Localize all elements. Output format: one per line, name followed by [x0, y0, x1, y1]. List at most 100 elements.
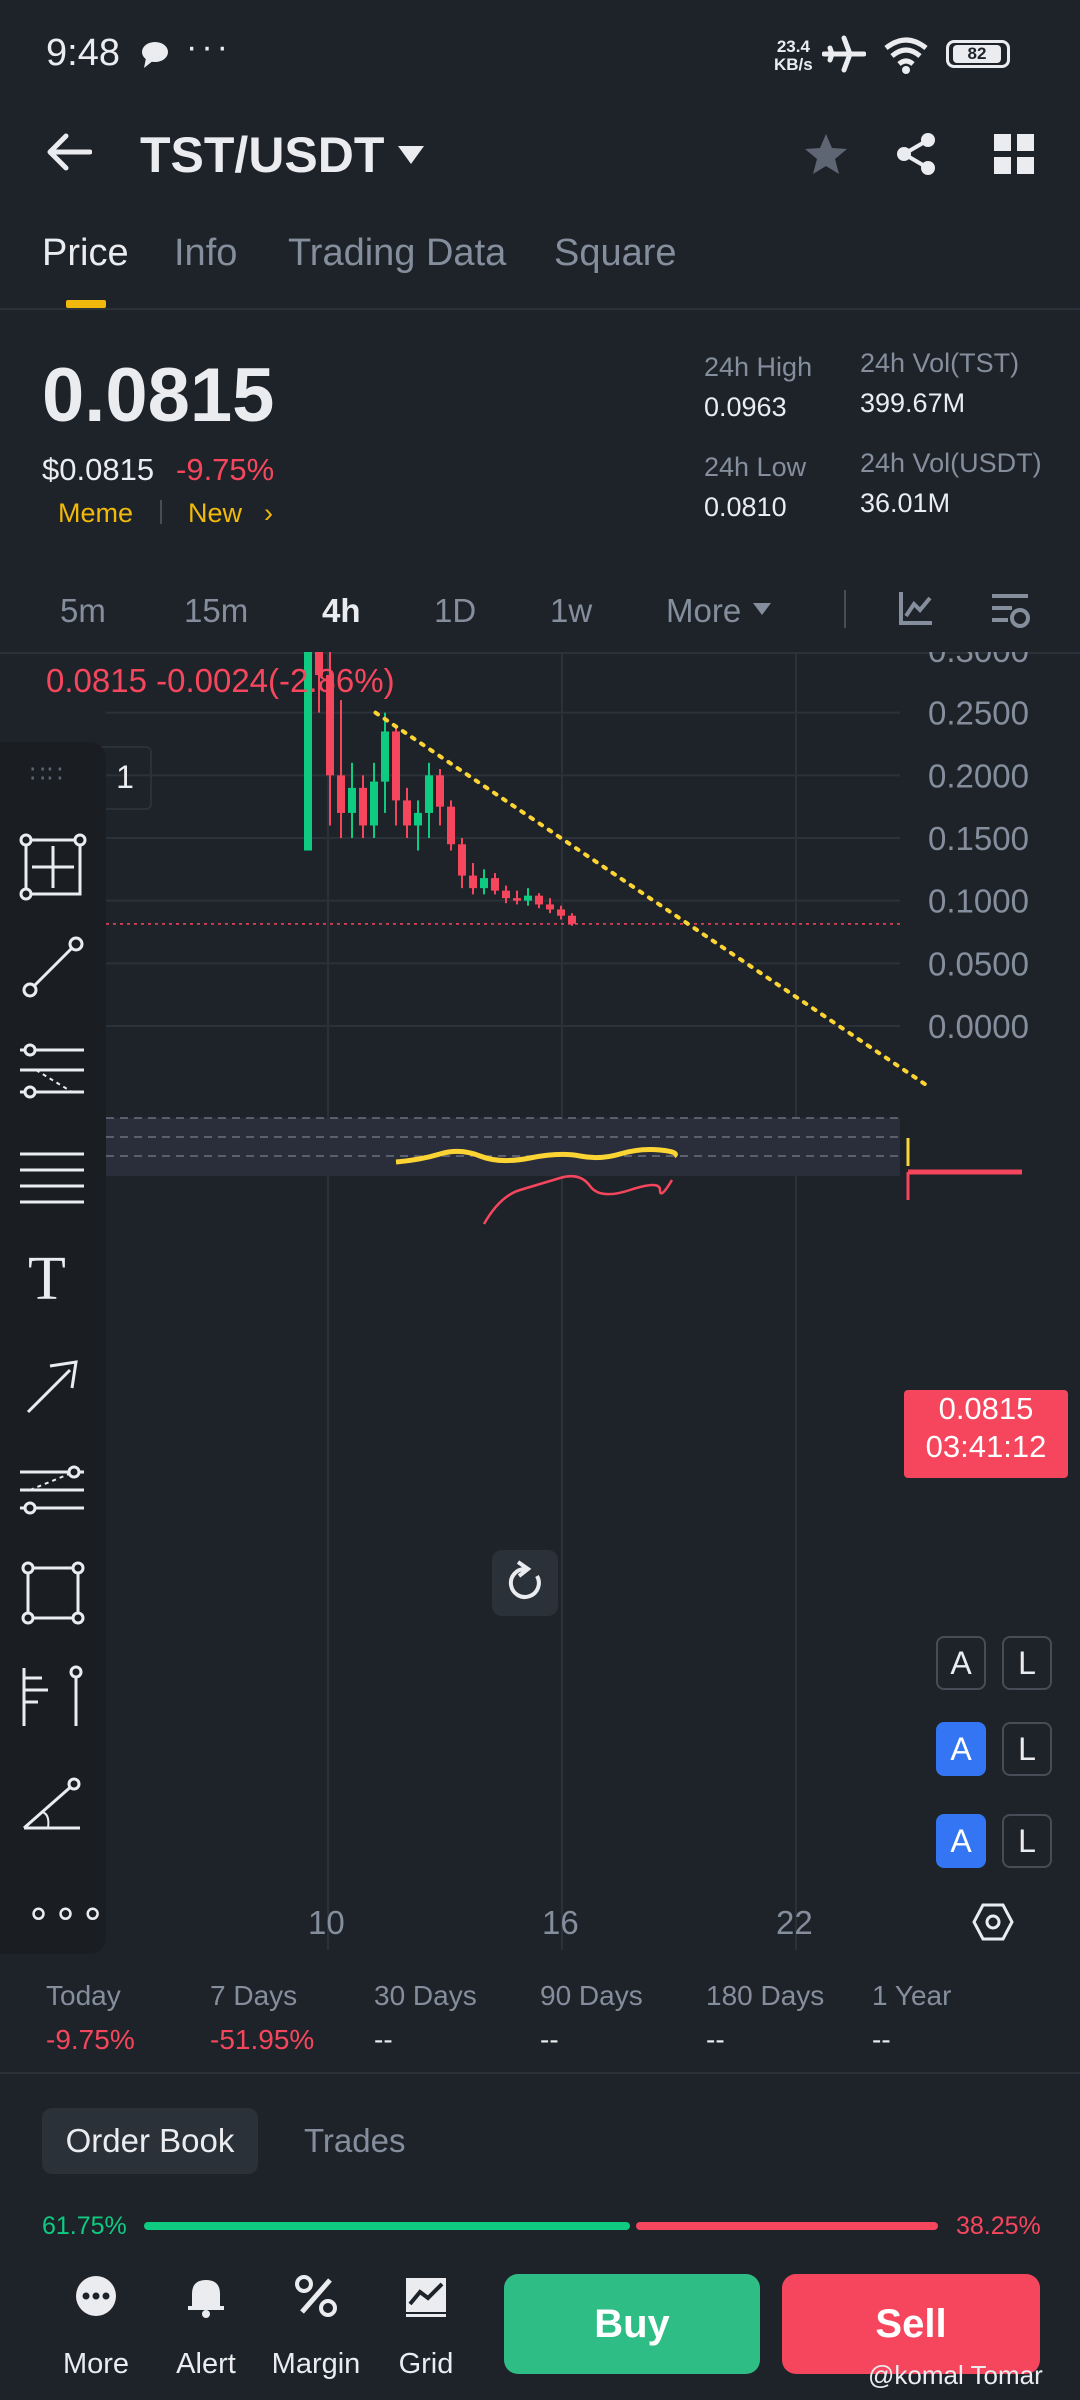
period-value: --: [872, 2024, 891, 2055]
interval-divider: [844, 590, 846, 628]
parallel-channel-tool-icon[interactable]: [16, 1040, 88, 1106]
candle-body: [414, 812, 422, 826]
tab-trading-data[interactable]: Trading Data: [288, 232, 507, 274]
period-label: 90 Days: [540, 1980, 643, 2011]
divider: [0, 652, 1080, 654]
active-tab-indicator: [66, 300, 106, 308]
pair-dropdown-icon[interactable]: [396, 144, 426, 166]
sell-ratio: 38.25%: [956, 2212, 1041, 2240]
line-button[interactable]: L: [1002, 1722, 1052, 1776]
sell-button[interactable]: Sell: [782, 2274, 1040, 2374]
y-tick-label: 0.3000: [928, 652, 1029, 669]
y-tick-label: 0.0500: [928, 945, 1029, 982]
usd-price: $0.0815: [42, 452, 155, 487]
tab-info[interactable]: Info: [174, 232, 238, 274]
drawing-layer-count[interactable]: 1: [100, 746, 152, 810]
ohlc-readout: 0.0815 -0.0024(-2.86%): [46, 662, 395, 700]
trend-line-drawing: [373, 710, 930, 1089]
price-chart[interactable]: 0.45000.40000.35000.30000.25000.20000.15…: [0, 652, 1080, 1952]
period-label: 30 Days: [374, 1980, 477, 2011]
high-label: 24h High: [704, 352, 813, 382]
interval-more[interactable]: More: [666, 592, 742, 629]
alert-button[interactable]: A: [936, 1636, 986, 1690]
buy-ratio: 61.75%: [42, 2212, 127, 2240]
period-value: --: [706, 2024, 725, 2055]
y-tick-label: 0.0000: [928, 1008, 1029, 1045]
chat-bubble-icon: [142, 42, 168, 68]
indicator-line-red: [482, 1175, 674, 1225]
readout-pct: (-2.86%): [268, 662, 395, 699]
interval-4h[interactable]: 4h: [322, 592, 361, 629]
back-arrow-icon[interactable]: [46, 132, 92, 172]
candle-body: [480, 878, 488, 889]
y-tick-label: 0.2500: [928, 695, 1029, 732]
period-value: --: [540, 2024, 559, 2055]
interval-1w[interactable]: 1w: [550, 592, 593, 629]
y-tick-label: 0.1000: [928, 883, 1029, 920]
y-tick-label: 0.2000: [928, 757, 1029, 794]
interval-5m[interactable]: 5m: [60, 592, 106, 629]
vol-quote-value: 36.01M: [860, 488, 951, 518]
interval-15m[interactable]: 15m: [184, 592, 249, 629]
price-range-tool-icon[interactable]: [16, 1664, 88, 1730]
line-button[interactable]: L: [1002, 1636, 1052, 1690]
horizontal-lines-tool-icon[interactable]: [16, 1146, 88, 1212]
indicator-chart-icon[interactable]: [898, 590, 934, 626]
chevron-right-icon[interactable]: ›: [264, 498, 273, 528]
period-value: -9.75%: [46, 2024, 135, 2055]
alert-button[interactable]: A: [936, 1814, 986, 1868]
text-tool-icon[interactable]: T: [28, 1245, 66, 1313]
tab-price[interactable]: Price: [42, 232, 129, 274]
grid-menu-icon[interactable]: [994, 134, 1034, 174]
share-icon[interactable]: [894, 132, 938, 176]
period-label: 7 Days: [210, 1980, 298, 2011]
crosshair-box-tool-icon[interactable]: [18, 832, 88, 902]
current-price-label: 0.0815 03:41:12: [904, 1390, 1068, 1478]
hexagon-settings-icon[interactable]: [972, 1902, 1014, 1942]
tab-trades[interactable]: Trades: [304, 2122, 406, 2159]
candle-body: [436, 775, 444, 807]
x-tick: 10: [308, 1904, 345, 1941]
candle-body: [469, 875, 477, 889]
buy-button[interactable]: Buy: [504, 2274, 760, 2374]
more-notifications-icon: ···: [186, 28, 232, 66]
percent-icon: [295, 2275, 337, 2317]
candle-body: [502, 890, 510, 899]
fib-tool-icon[interactable]: [16, 1456, 88, 1522]
drag-handle-icon[interactable]: ∷∷: [30, 761, 65, 788]
watermark: @komal Tomar: [868, 2360, 1043, 2390]
tab-square[interactable]: Square: [554, 232, 677, 274]
pair-title[interactable]: TST/USDT: [140, 127, 385, 183]
line-button[interactable]: L: [1002, 1814, 1052, 1868]
arrow-tool-icon[interactable]: [20, 1354, 86, 1420]
wifi-icon: [884, 37, 928, 74]
interval-1d[interactable]: 1D: [434, 592, 477, 629]
candle-body: [381, 731, 389, 782]
rectangle-tool-icon[interactable]: [20, 1560, 86, 1626]
angle-tool-icon[interactable]: [18, 1770, 88, 1836]
nav-alert[interactable]: Alert: [156, 2274, 256, 2380]
favorite-star-icon[interactable]: [804, 132, 848, 176]
buy-ratio-bar: [144, 2222, 630, 2230]
candle-body: [447, 806, 455, 845]
chart-settings-icon[interactable]: [990, 590, 1030, 630]
status-bar: 9:48 ··· 23.4 KB/s 82: [0, 0, 1080, 110]
tab-order-book[interactable]: Order Book: [42, 2108, 258, 2174]
low-label: 24h Low: [704, 452, 807, 482]
reset-chart-button[interactable]: [492, 1550, 558, 1616]
net-speed: 23.4 KB/s: [774, 37, 813, 74]
more-dropdown-icon[interactable]: [752, 602, 772, 616]
nav-grid[interactable]: Grid: [376, 2274, 476, 2380]
readout-price: 0.0815: [46, 662, 147, 699]
candle-body: [326, 675, 334, 776]
period-value: --: [374, 2024, 393, 2055]
nav-margin[interactable]: Margin: [266, 2274, 366, 2380]
alert-button[interactable]: A: [936, 1722, 986, 1776]
nav-more[interactable]: More: [46, 2274, 146, 2380]
tag-new[interactable]: New: [188, 498, 243, 528]
candle-body: [370, 781, 378, 826]
more-tools-icon[interactable]: ∘∘∘: [26, 1891, 108, 1935]
trend-line-tool-icon[interactable]: [20, 934, 86, 1000]
tag-meme[interactable]: Meme: [58, 498, 134, 528]
more-circle-icon: [76, 2276, 116, 2316]
